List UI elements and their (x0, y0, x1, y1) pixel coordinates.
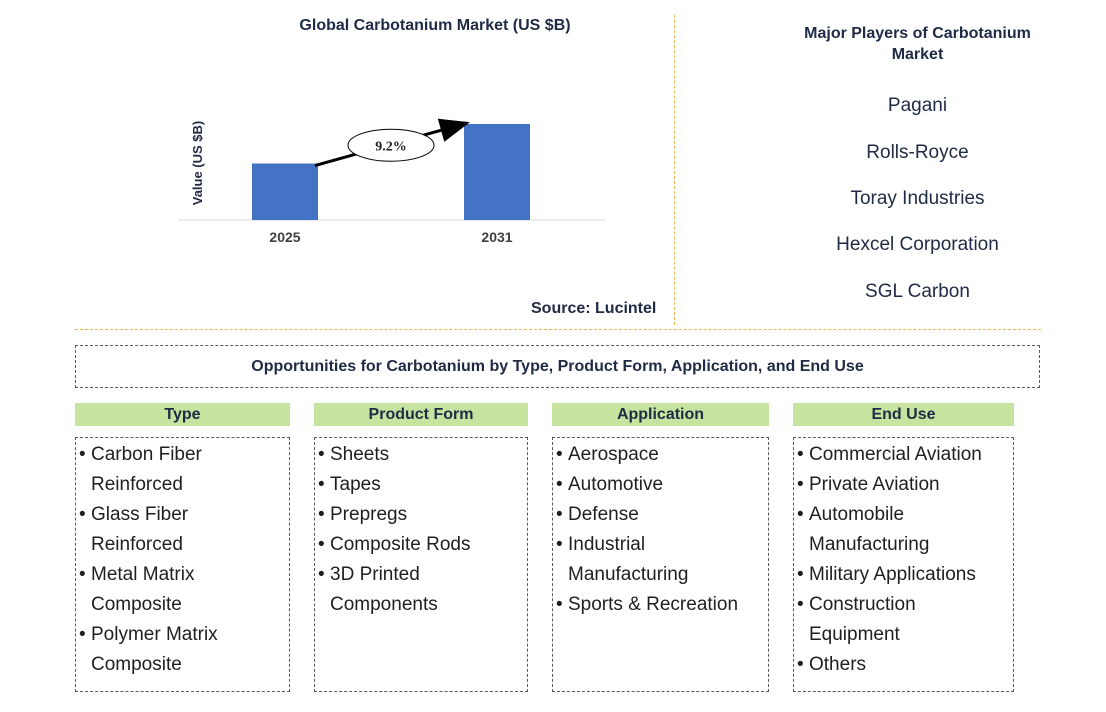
end-use-list: Commercial Aviation Private Aviation Aut… (793, 437, 1014, 692)
list-item: Commercial Aviation (794, 440, 1013, 470)
type-list: Carbon Fiber Reinforced Glass Fiber Rein… (75, 437, 290, 692)
players-title: Major Players of Carbotanium Market (804, 25, 1031, 63)
cagr-label: 9.2% (375, 139, 407, 154)
player-item: SGL Carbon (865, 281, 970, 302)
list-item: Sheets (315, 440, 527, 470)
y-axis-label: Value (US $B) (190, 121, 205, 206)
list-item: Aerospace (553, 440, 768, 470)
bar-chart: Value (US $B) 2025 2031 9.2% (178, 118, 605, 245)
list-item: Prepregs (315, 500, 527, 530)
list-item: Composite Rods (315, 530, 527, 560)
list-item: 3D Printed Components (315, 560, 527, 620)
opportunities-title: Opportunities for Carbotanium by Type, P… (75, 345, 1040, 388)
player-item: Toray Industries (850, 188, 985, 209)
list-item: Glass Fiber Reinforced (76, 500, 289, 560)
x-tick-label: 2031 (481, 229, 512, 245)
list-item: Defense (553, 500, 768, 530)
application-list: Aerospace Automotive Defense Industrial … (552, 437, 769, 692)
cagr-ellipse (347, 128, 435, 162)
vertical-divider (674, 15, 675, 325)
x-tick-label: 2025 (269, 229, 300, 245)
horizontal-divider (75, 329, 1041, 330)
product-form-list: Sheets Tapes Prepregs Composite Rods 3D … (314, 437, 528, 692)
application-header: Application (552, 403, 769, 426)
product-form-header: Product Form (314, 403, 528, 426)
list-item: Industrial Manufacturing (553, 530, 768, 590)
end-use-header: End Use (793, 403, 1014, 426)
list-item: Private Aviation (794, 470, 1013, 500)
bar-2025 (252, 163, 318, 220)
list-item: Tapes (315, 470, 527, 500)
list-item: Automotive (553, 470, 768, 500)
list-item: Carbon Fiber Reinforced (76, 440, 289, 500)
player-item: Pagani (887, 95, 948, 116)
source-label: Source: Lucintel (531, 300, 657, 317)
list-item: Military Applications (794, 560, 1013, 590)
list-item: Others (794, 650, 1013, 680)
player-item: Rolls-Royce (866, 142, 969, 163)
chart-title: Global Carbotanium Market (US $B) (299, 17, 571, 34)
list-item: Sports & Recreation (553, 590, 768, 620)
list-item: Construction Equipment (794, 590, 1013, 650)
list-item: Polymer Matrix Composite (76, 620, 289, 680)
player-item: Hexcel Corporation (836, 234, 999, 255)
list-item: Automobile Manufacturing (794, 500, 1013, 560)
list-item: Metal Matrix Composite (76, 560, 289, 620)
type-header: Type (75, 403, 290, 426)
bar-2031 (464, 124, 530, 220)
